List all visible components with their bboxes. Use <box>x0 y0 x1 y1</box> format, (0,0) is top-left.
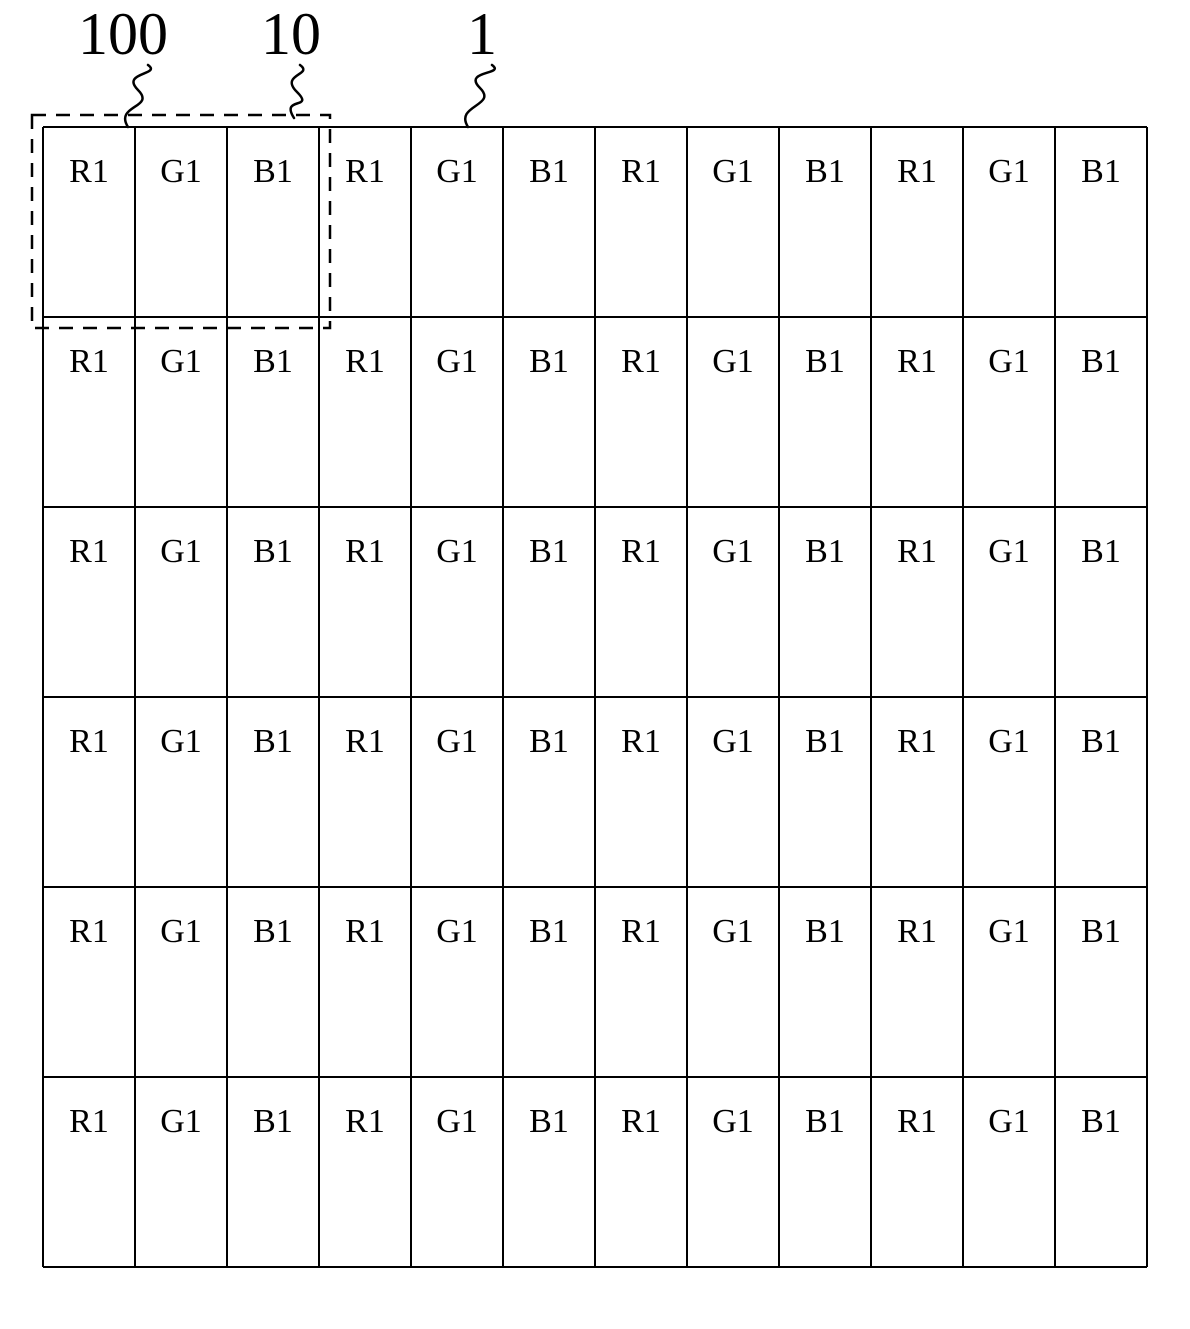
subpixel-label: B1 <box>1081 913 1121 950</box>
pixel-group-outline <box>32 115 330 328</box>
subpixel-label: G1 <box>712 1103 754 1140</box>
subpixel-label: G1 <box>712 913 754 950</box>
subpixel-label: R1 <box>621 913 661 950</box>
subpixel-label: B1 <box>253 343 293 380</box>
subpixel-label: G1 <box>712 153 754 190</box>
subpixel-label: R1 <box>621 153 661 190</box>
diagram-svg: R1 G1 B1 R1 G1 B1 R1 G1 B1 R1 G1 B1 R1 G1 B1 R1 G1 B1 R1 G1… <box>0 0 1190 1324</box>
callout-leader <box>125 65 151 127</box>
subpixel-label: B1 <box>1081 1103 1121 1140</box>
subpixel-label: R1 <box>621 343 661 380</box>
subpixel-label: B1 <box>805 1103 845 1140</box>
subpixel-label: B1 <box>805 913 845 950</box>
subpixel-label: B1 <box>529 153 569 190</box>
subpixel-label: G1 <box>160 1103 202 1140</box>
subpixel-label: R1 <box>345 723 385 760</box>
subpixel-label: G1 <box>160 723 202 760</box>
subpixel-label: B1 <box>253 533 293 570</box>
callout-label-subpixel: 100 <box>78 0 168 69</box>
subpixel-label: B1 <box>529 343 569 380</box>
subpixel-label: G1 <box>436 913 478 950</box>
subpixel-label: R1 <box>69 343 109 380</box>
subpixel-label: R1 <box>345 533 385 570</box>
diagram-stage: R1 G1 B1 R1 G1 B1 R1 G1 B1 R1 G1 B1 R1 G1 B1 R1 G1 B1 R1 G1… <box>0 0 1190 1324</box>
subpixel-label: B1 <box>253 723 293 760</box>
subpixel-label: R1 <box>621 723 661 760</box>
subpixel-label: G1 <box>160 533 202 570</box>
subpixel-label: R1 <box>345 913 385 950</box>
subpixel-label: G1 <box>988 533 1030 570</box>
subpixel-label: R1 <box>621 533 661 570</box>
subpixel-label: B1 <box>529 533 569 570</box>
subpixel-label: G1 <box>160 913 202 950</box>
subpixel-label: B1 <box>1081 723 1121 760</box>
subpixel-label: R1 <box>69 153 109 190</box>
subpixel-label: G1 <box>712 343 754 380</box>
subpixel-label: G1 <box>988 153 1030 190</box>
subpixel-label: R1 <box>621 1103 661 1140</box>
callout-label-pixel-group: 10 <box>261 0 321 69</box>
subpixel-label: G1 <box>436 343 478 380</box>
callout-leader <box>465 65 495 127</box>
subpixel-label: R1 <box>897 153 937 190</box>
subpixel-label: R1 <box>897 343 937 380</box>
subpixel-label: B1 <box>529 913 569 950</box>
subpixel-label: R1 <box>69 1103 109 1140</box>
subpixel-label: B1 <box>805 533 845 570</box>
subpixel-label: G1 <box>436 723 478 760</box>
subpixel-label: R1 <box>897 533 937 570</box>
subpixel-label: R1 <box>897 1103 937 1140</box>
subpixel-label: R1 <box>345 343 385 380</box>
callout-label-panel: 1 <box>467 0 497 69</box>
subpixel-label: R1 <box>69 913 109 950</box>
subpixel-label: B1 <box>805 343 845 380</box>
subpixel-label: R1 <box>897 913 937 950</box>
subpixel-label: B1 <box>1081 343 1121 380</box>
subpixel-label: B1 <box>1081 533 1121 570</box>
subpixel-label: G1 <box>988 1103 1030 1140</box>
subpixel-label: B1 <box>253 913 293 950</box>
subpixel-label: R1 <box>345 153 385 190</box>
subpixel-label: R1 <box>897 723 937 760</box>
subpixel-label: B1 <box>253 1103 293 1140</box>
subpixel-label: R1 <box>69 533 109 570</box>
subpixel-label: R1 <box>345 1103 385 1140</box>
subpixel-label: B1 <box>805 723 845 760</box>
subpixel-label: B1 <box>805 153 845 190</box>
subpixel-label: G1 <box>712 723 754 760</box>
subpixel-label: G1 <box>988 723 1030 760</box>
subpixel-label: G1 <box>436 153 478 190</box>
subpixel-label: G1 <box>436 1103 478 1140</box>
subpixel-label: G1 <box>712 533 754 570</box>
subpixel-label: G1 <box>988 913 1030 950</box>
subpixel-label: B1 <box>529 1103 569 1140</box>
subpixel-label: G1 <box>160 153 202 190</box>
subpixel-label: G1 <box>988 343 1030 380</box>
pixel-grid: R1 G1 B1 R1 G1 B1 R1 G1 B1 R1 G1 B1 R1 G1 B1 R1 G1 B1 R1 G1… <box>43 127 1147 1267</box>
subpixel-label: G1 <box>160 343 202 380</box>
callout-leader <box>291 65 304 118</box>
subpixel-label: R1 <box>69 723 109 760</box>
subpixel-label: B1 <box>1081 153 1121 190</box>
subpixel-label: B1 <box>529 723 569 760</box>
subpixel-label: B1 <box>253 153 293 190</box>
subpixel-label: G1 <box>436 533 478 570</box>
